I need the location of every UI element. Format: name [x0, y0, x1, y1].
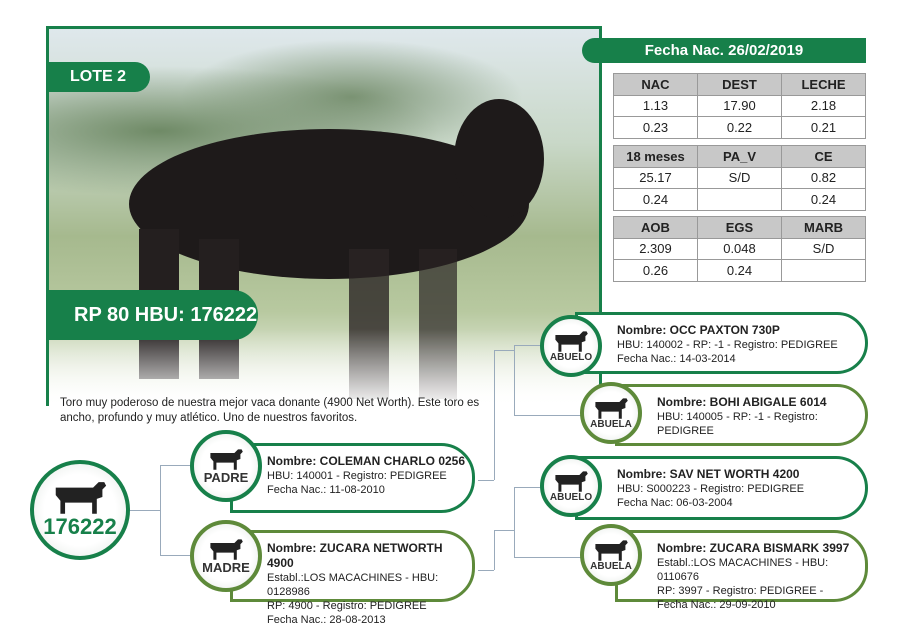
ancestor-role: ABUELO — [549, 351, 593, 363]
ancestor-name: Nombre: OCC PAXTON 730P — [617, 323, 780, 337]
madre-circle: MADRE — [190, 520, 262, 592]
epd-table: 18 meses PA_V CE 25.17 S/D 0.82 0.24 0.24 — [613, 145, 866, 211]
abuelo-p-card: Nombre: OCC PAXTON 730P HBU: 140002 - RP:… — [575, 312, 868, 374]
epd-value: 0.23 — [613, 116, 698, 139]
cow-icon — [595, 397, 628, 419]
epd-value — [697, 188, 782, 211]
epd-table: AOB EGS MARB 2.309 0.048 S/D 0.26 0.24 — [613, 216, 866, 282]
ancestor-role: PADRE — [203, 469, 249, 485]
epd-value: 1.13 — [613, 94, 698, 117]
epd-value: 17.90 — [697, 94, 782, 117]
ancestor-detail: RP: 4900 - Registro: PEDIGREE — [267, 600, 427, 612]
abuelo-p-circle: ABUELO — [540, 315, 602, 377]
epd-value: 2.309 — [613, 237, 698, 260]
madre-card: Nombre: ZUCARA NETWORTH 4900 Establ.:LOS … — [230, 530, 475, 626]
epd-header: MARB — [781, 216, 866, 239]
abuelo-m-circle: ABUELO — [540, 455, 602, 517]
ancestor-detail: HBU: 140005 - RP: -1 - Registro: PEDIGRE… — [657, 411, 818, 437]
ancestor-detail: HBU: 140001 - Registro: PEDIGREE — [267, 470, 447, 482]
lot-tag: LOTE 2 — [46, 62, 150, 92]
ancestor-detail: Fecha Nac.: 14-03-2014 — [617, 353, 736, 365]
cow-icon — [555, 330, 588, 352]
ancestor-detail: Fecha Nac: 06-03-2004 — [617, 497, 733, 509]
ancestor-detail: RP: 3997 - Registro: PEDIGREE - — [657, 585, 824, 597]
epd-value: 0.24 — [613, 188, 698, 211]
epd-value: 0.24 — [697, 259, 782, 282]
abuelo-m-card: Nombre: SAV NET WORTH 4200 HBU: S000223 -… — [575, 456, 868, 520]
epd-value: S/D — [697, 166, 782, 189]
ancestor-detail: Establ.:LOS MACACHINES - HBU: 0110676 — [657, 557, 829, 583]
epd-header: NAC — [613, 73, 698, 96]
ancestor-role: ABUELA — [590, 560, 632, 572]
description: Toro muy poderoso de nuestra mejor vaca … — [60, 397, 480, 424]
cow-icon — [595, 539, 628, 561]
epd-header: CE — [781, 145, 866, 168]
ancestor-detail: Fecha Nac.: 29-09-2010 — [657, 599, 776, 611]
ancestor-detail: Establ.:LOS MACACHINES - HBU: 0128986 — [267, 572, 439, 598]
ancestor-detail: Fecha Nac.: 11-08-2010 — [267, 484, 385, 496]
ancestor-role: ABUELO — [549, 491, 593, 503]
padre-card: Nombre: COLEMAN CHARLO 0256 HBU: 140001 -… — [230, 443, 475, 513]
ancestor-name: Nombre: BOHI ABIGALE 6014 — [657, 395, 827, 409]
epd-value: 0.24 — [781, 188, 866, 211]
ancestor-role: ABUELA — [590, 418, 632, 430]
epd-value: 0.21 — [781, 116, 866, 139]
ancestor-detail: Fecha Nac.: 28-08-2013 — [267, 614, 386, 626]
padre-circle: PADRE — [190, 430, 262, 502]
bull-photo — [46, 26, 602, 406]
animal-id: 176222 — [43, 514, 117, 539]
epd-value — [781, 259, 866, 282]
cow-icon — [210, 448, 243, 470]
ancestor-name: Nombre: SAV NET WORTH 4200 — [617, 467, 800, 481]
birth-date-header: Fecha Nac. 26/02/2019 — [582, 38, 866, 63]
cow-icon — [555, 470, 588, 492]
epd-value: 0.048 — [697, 237, 782, 260]
rp-hbu-tag: RP 80 HBU: 176222 — [46, 290, 258, 340]
epd-value: S/D — [781, 237, 866, 260]
abuela-p-circle: ABUELA — [580, 382, 642, 444]
epd-value: 25.17 — [613, 166, 698, 189]
cow-icon — [210, 538, 243, 560]
ancestor-role: MADRE — [202, 559, 250, 575]
abuela-m-card: Nombre: ZUCARA BISMARK 3997 Establ.:LOS M… — [615, 530, 868, 611]
bull-icon — [55, 482, 107, 514]
epd-value: 0.26 — [613, 259, 698, 282]
ancestor-detail: HBU: S000223 - Registro: PEDIGREE — [617, 483, 805, 495]
ancestor-name: Nombre: COLEMAN CHARLO 0256 — [267, 454, 466, 468]
animal-circle: 176222 — [30, 460, 130, 560]
abuela-p-card: Nombre: BOHI ABIGALE 6014 HBU: 140005 - R… — [615, 384, 868, 446]
abuela-m-circle: ABUELA — [580, 524, 642, 586]
ancestor-name: Nombre: ZUCARA NETWORTH 4900 — [267, 541, 443, 570]
epd-value: 0.82 — [781, 166, 866, 189]
ancestor-detail: HBU: 140002 - RP: -1 - Registro: PEDIGRE… — [617, 339, 838, 351]
epd-header: LECHE — [781, 73, 866, 96]
epd-header: AOB — [613, 216, 698, 239]
epd-header: 18 meses — [613, 145, 698, 168]
epd-value: 0.22 — [697, 116, 782, 139]
ancestor-name: Nombre: ZUCARA BISMARK 3997 — [657, 541, 850, 555]
epd-value: 2.18 — [781, 94, 866, 117]
epd-header: EGS — [697, 216, 782, 239]
epd-header: DEST — [697, 73, 782, 96]
epd-table: NAC DEST LECHE 1.13 17.90 2.18 0.23 0.22 0.21 — [613, 73, 866, 139]
epd-header: PA_V — [697, 145, 782, 168]
